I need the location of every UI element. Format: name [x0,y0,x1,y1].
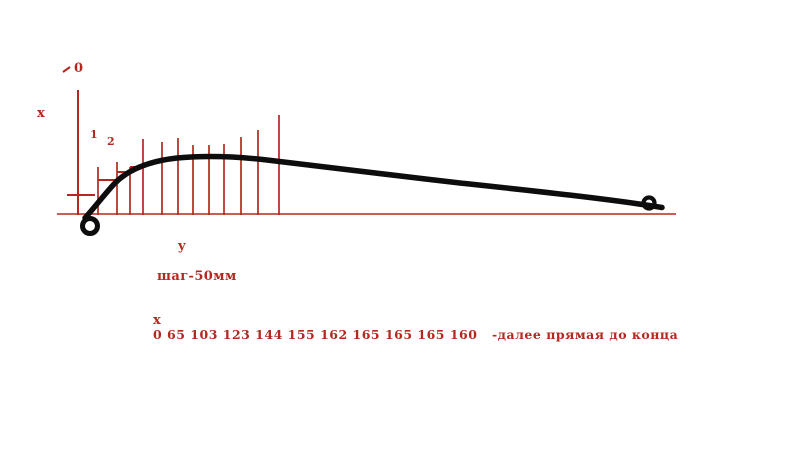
x-axis-label: x [37,106,45,121]
ordinate-1-label: 1 [90,128,98,141]
values-row-label: x [153,313,161,328]
step-note: шаг-50мм [157,269,237,284]
origin-label: 0 [74,61,84,76]
right-end-ring [641,195,657,211]
values-row: 0 65 103 123 144 155 162 165 165 165 160… [153,327,679,342]
origin-tick-mark [62,66,71,73]
profile-curve [82,153,665,221]
y-axis-label: y [178,239,186,254]
left-end-ring [80,216,100,236]
ordinate-2-label: 2 [107,135,115,148]
